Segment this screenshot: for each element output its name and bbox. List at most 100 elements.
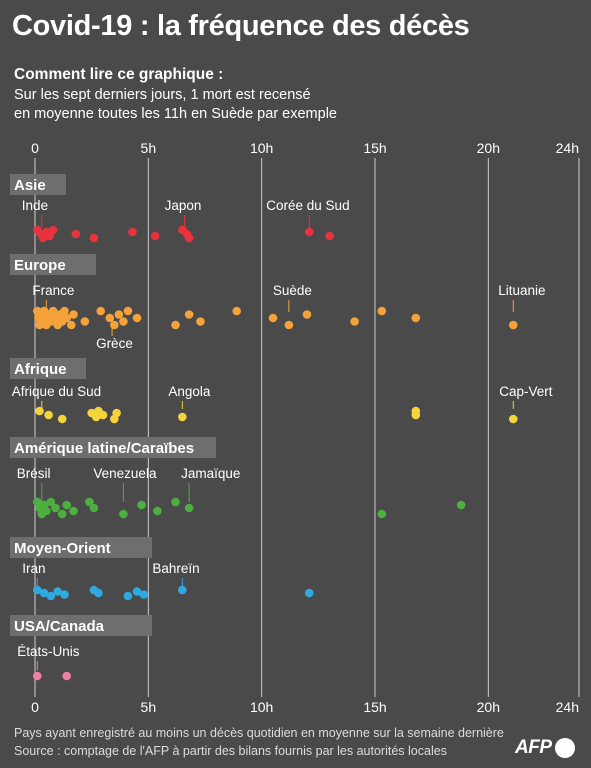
data-point	[132, 313, 142, 323]
data-point	[128, 227, 137, 237]
reading-guide-line-1: Sur les sept derniers jours, 1 mort est …	[14, 87, 311, 103]
x-tick-label-bottom: 5h	[141, 699, 157, 715]
country-label: France	[32, 283, 74, 298]
region-label: Europe	[14, 257, 66, 274]
data-point	[62, 500, 72, 510]
data-point	[508, 414, 518, 424]
data-point	[51, 503, 60, 513]
region-label: Afrique	[14, 361, 67, 378]
data-point	[377, 509, 387, 519]
data-point	[119, 317, 128, 326]
x-tick-label-top: 15h	[363, 140, 386, 156]
data-point	[60, 590, 69, 599]
data-point	[184, 233, 194, 243]
country-label: Bahreïn	[152, 561, 199, 576]
data-point	[105, 313, 115, 323]
reading-guide-heading: Comment lire ce graphique :	[14, 66, 224, 83]
region-label: Amérique latine/Caraïbes	[14, 440, 194, 457]
data-point	[46, 591, 56, 601]
data-point	[123, 591, 133, 601]
data-point	[89, 233, 99, 243]
reading-guide-line-2: en moyenne toutes les 11h en Suède par e…	[14, 106, 337, 122]
data-point	[171, 497, 180, 507]
data-point	[32, 671, 42, 681]
afp-logo-dot-icon	[554, 738, 575, 758]
chart-title: Covid-19 : la fréquence des décès	[12, 10, 470, 42]
data-point	[132, 587, 142, 596]
country-label: Suède	[273, 283, 312, 298]
country-label: Grèce	[96, 336, 133, 351]
data-point	[178, 585, 187, 595]
region-label: Moyen-Orient	[14, 540, 111, 557]
data-point	[62, 313, 72, 323]
footer-note: Pays ayant enregistré au moins un décès …	[14, 726, 504, 740]
data-point	[94, 588, 103, 598]
country-label: Angola	[168, 384, 211, 399]
data-point	[232, 306, 242, 316]
data-point	[302, 310, 312, 319]
region-band	[10, 615, 152, 636]
data-point	[85, 497, 94, 507]
data-point	[80, 317, 90, 326]
data-point	[66, 320, 76, 330]
data-point	[114, 310, 124, 319]
data-point	[69, 506, 78, 516]
data-point	[304, 588, 314, 598]
data-point	[153, 506, 162, 516]
data-point	[377, 306, 387, 316]
data-point	[137, 500, 146, 510]
region-band	[10, 174, 66, 195]
region-band	[10, 437, 216, 458]
x-tick-label-bottom: 15h	[363, 699, 386, 715]
data-point	[39, 588, 49, 598]
region-band	[10, 537, 152, 558]
data-point	[139, 590, 149, 599]
country-label: Lituanie	[498, 283, 545, 298]
data-point	[411, 410, 421, 420]
country-label: Corée du Sud	[266, 198, 349, 213]
data-point	[69, 310, 78, 319]
country-label: Afrique du Sud	[12, 384, 101, 399]
data-point	[46, 497, 56, 507]
data-point	[178, 412, 187, 422]
x-tick-label-bottom: 24h	[556, 699, 579, 715]
country-label: Venezuela	[93, 466, 157, 481]
country-label: Inde	[22, 198, 48, 213]
data-point	[42, 506, 51, 516]
region-label: Asie	[14, 177, 46, 194]
x-tick-label-bottom: 20h	[477, 699, 500, 715]
x-tick-label-top: 0	[31, 140, 39, 156]
data-point	[62, 671, 72, 681]
afp-logo-text: AFP	[515, 737, 552, 758]
data-point	[268, 313, 278, 323]
data-point	[60, 306, 69, 316]
country-label: Cap-Vert	[499, 384, 553, 399]
data-point	[150, 231, 160, 241]
x-tick-label-bottom: 10h	[250, 699, 273, 715]
data-point	[184, 310, 194, 319]
country-label: Brésil	[17, 466, 51, 481]
country-label: Jamaïque	[181, 466, 240, 481]
data-point	[304, 227, 314, 237]
data-point	[508, 320, 518, 330]
country-label: États-Unis	[17, 644, 80, 659]
data-point	[48, 225, 58, 235]
footer-source: Source : comptage de l'AFP à partir des …	[14, 744, 447, 758]
data-point	[171, 320, 180, 330]
data-point	[411, 313, 421, 323]
data-point	[32, 585, 42, 595]
data-point	[57, 509, 67, 519]
data-point	[53, 587, 62, 596]
data-point	[110, 320, 119, 330]
data-point	[325, 231, 334, 241]
data-point	[48, 306, 58, 316]
data-point	[96, 306, 106, 316]
data-point	[456, 500, 466, 510]
data-point	[123, 306, 133, 316]
region-band	[10, 254, 96, 275]
data-point	[196, 317, 205, 326]
data-point	[44, 410, 53, 420]
region-label: USA/Canada	[14, 618, 105, 635]
data-point	[119, 509, 128, 519]
